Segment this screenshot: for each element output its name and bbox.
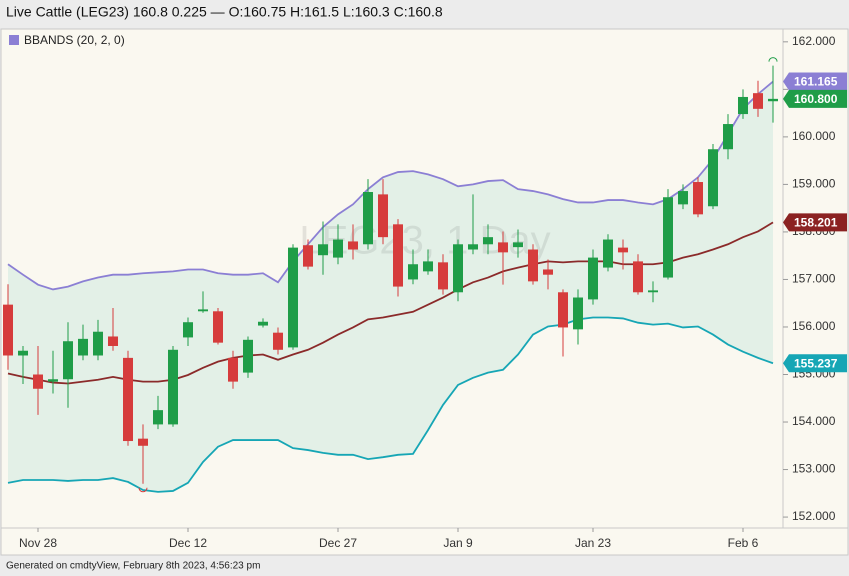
candle-body [708,149,718,207]
y-tick-label: 159.000 [792,177,836,191]
price-tag [783,354,847,373]
candle-body [138,438,148,446]
candle-body [303,245,313,267]
y-tick-label: 157.000 [792,272,836,286]
candle-body [3,304,13,356]
high-marker [768,57,778,62]
candle-body [483,237,493,245]
plot-area [0,28,784,529]
price-tag-label: 160.800 [794,92,838,106]
time-axis [0,527,849,556]
legend-swatch [9,35,19,45]
candle-body [723,124,733,150]
candle-body [618,247,628,253]
candle-body [633,261,643,293]
band-line [7,316,774,493]
candle-body [183,322,193,338]
low-marker [138,487,148,493]
candle-body [33,374,43,389]
price-axis [782,28,849,529]
candle-body [558,292,568,328]
candle-body [243,339,253,373]
candle-body [63,341,73,380]
candle-body [348,241,358,250]
candle-body [603,239,613,268]
candle-body [153,410,163,425]
candle-body [648,290,658,293]
candle-body [333,239,343,258]
candle-body [738,96,748,115]
candle-body [288,247,298,348]
price-tag [783,89,847,108]
candle-body [468,244,478,250]
candle-body [408,264,418,280]
candle-body [693,182,703,215]
candle-body [273,332,283,350]
candle-body [543,269,553,275]
candle-body [168,349,178,425]
candle-body [48,379,58,382]
candle-body [438,262,448,290]
price-tag-label: 155.237 [794,356,838,370]
candle-body [528,249,538,282]
x-tick-label: Dec 27 [319,536,357,550]
candle-body [123,357,133,442]
footer: Generated on cmdtyView, February 8th 202… [6,561,260,572]
chart-title: Live Cattle (LEG23) 160.8 0.225 — O:160.… [6,4,443,20]
y-tick-label: 156.000 [792,319,836,333]
candle-body [93,331,103,356]
candle-body [108,336,118,346]
legend-label: BBANDS (20, 2, 0) [24,33,125,47]
candle-body [198,309,208,312]
band-line [7,221,774,385]
x-tick-label: Feb 6 [728,536,759,550]
candle-body [393,224,403,287]
candle-body [363,192,373,245]
x-tick-label: Nov 28 [19,536,57,550]
candle-body [573,297,583,330]
y-tick-label: 160.000 [792,129,836,143]
candle-body [753,93,763,109]
candle-body [768,98,778,102]
candle-body [228,357,238,382]
band-fill [8,81,773,492]
candle-body [513,242,523,248]
candle-body [663,197,673,278]
candle-body [588,257,598,300]
y-tick-label: 153.000 [792,462,836,476]
candle-body [378,194,388,238]
x-tick-label: Dec 12 [169,536,207,550]
candle-body [78,338,88,356]
y-tick-label: 154.000 [792,414,836,428]
candle-body [453,244,463,293]
price-tag [783,72,847,91]
x-tick-label: Jan 9 [443,536,473,550]
x-tick-label: Jan 23 [575,536,611,550]
price-tag-label: 161.165 [794,75,838,89]
plot-layer: BBANDS (20, 2, 0) 152.000 153.000 154.000 15… [3,33,847,550]
y-tick-label: 152.000 [792,509,836,523]
price-tag-label: 158.201 [794,216,838,230]
candle-body [258,321,268,326]
candle-body [678,191,688,205]
price-tag [783,213,847,232]
candle-body [318,244,328,256]
candle-body [423,261,433,272]
candle-body [213,311,223,343]
candle-body [18,350,28,356]
candle-body [498,242,508,253]
y-tick-label: 162.000 [792,34,836,48]
band-line [7,80,774,291]
